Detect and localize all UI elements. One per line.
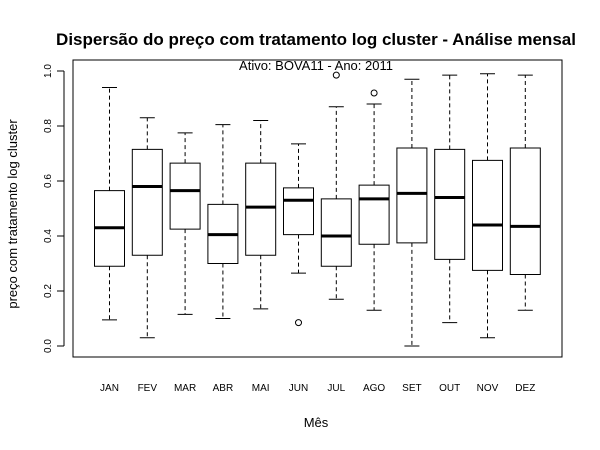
box-abr bbox=[207, 124, 239, 319]
x-tick-label: MAR bbox=[174, 383, 196, 394]
x-tick-label: FEV bbox=[138, 383, 158, 394]
x-axis-label: Mês bbox=[304, 415, 329, 430]
x-tick-label: JAN bbox=[100, 383, 119, 394]
box-set bbox=[396, 78, 428, 347]
x-tick-label: NOV bbox=[477, 383, 499, 394]
y-axis: 0.0 0.2 0.4 0.6 0.8 1.0 bbox=[43, 64, 65, 353]
y-tick-label: 0.8 bbox=[43, 119, 54, 133]
iqr-box bbox=[320, 198, 352, 267]
iqr-box bbox=[169, 162, 201, 230]
box-out bbox=[434, 74, 466, 324]
x-tick-label: SET bbox=[402, 383, 421, 394]
box-mai bbox=[245, 120, 277, 310]
chart-subtitle: Ativo: BOVA11 - Ano: 2011 bbox=[239, 58, 393, 73]
plot-frame bbox=[72, 59, 563, 358]
iqr-box bbox=[396, 147, 428, 244]
box-jun bbox=[283, 143, 314, 327]
box-dez bbox=[509, 74, 541, 311]
box-fev bbox=[131, 117, 163, 339]
x-tick-label: JUL bbox=[327, 383, 345, 394]
box-nov bbox=[472, 73, 503, 339]
box-jul bbox=[320, 71, 352, 300]
boxes bbox=[94, 71, 541, 347]
x-tick-label: DEZ bbox=[515, 383, 535, 394]
y-tick-label: 0.0 bbox=[43, 339, 54, 353]
x-tick-label: OUT bbox=[439, 383, 460, 394]
box-ago bbox=[358, 89, 390, 311]
outlier-point bbox=[332, 71, 340, 79]
y-tick-label: 0.6 bbox=[43, 174, 54, 188]
x-tick-label: ABR bbox=[213, 383, 234, 394]
y-axis-label: preço com tratamento log cluster bbox=[5, 119, 20, 309]
outlier-point bbox=[370, 89, 378, 97]
box-jan bbox=[94, 87, 125, 321]
outlier-point bbox=[295, 319, 302, 327]
iqr-box bbox=[472, 159, 503, 271]
y-tick-label: 0.2 bbox=[43, 284, 54, 298]
box-mar bbox=[169, 132, 201, 315]
chart-title: Dispersão do preço com tratamento log cl… bbox=[56, 30, 576, 49]
x-tick-label: AGO bbox=[363, 383, 385, 394]
iqr-box bbox=[358, 184, 390, 245]
iqr-box bbox=[434, 148, 466, 260]
x-axis: JAN FEV MAR ABR MAI JUN JUL AGO SET OUT NOV DEZ bbox=[100, 383, 535, 394]
iqr-box bbox=[509, 147, 541, 275]
y-tick-label: 1.0 bbox=[43, 64, 54, 78]
iqr-box bbox=[131, 148, 163, 256]
x-tick-label: JUN bbox=[289, 383, 308, 394]
x-tick-label: MAI bbox=[252, 383, 270, 394]
iqr-box bbox=[283, 187, 314, 236]
y-tick-label: 0.4 bbox=[43, 229, 54, 243]
iqr-box bbox=[245, 162, 277, 256]
